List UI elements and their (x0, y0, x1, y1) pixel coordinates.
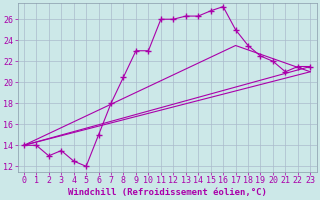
X-axis label: Windchill (Refroidissement éolien,°C): Windchill (Refroidissement éolien,°C) (68, 188, 267, 197)
